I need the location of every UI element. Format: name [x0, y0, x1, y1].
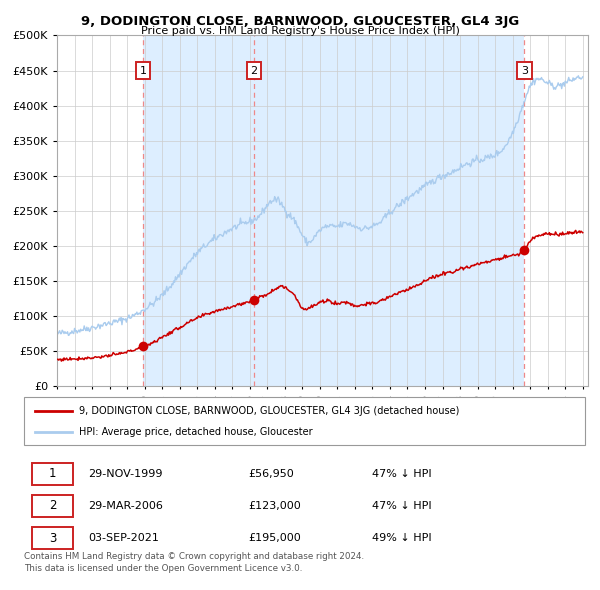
Text: 1: 1 — [140, 65, 146, 76]
FancyBboxPatch shape — [32, 494, 73, 517]
Bar — [254, 35, 524, 386]
Text: 1: 1 — [49, 467, 56, 480]
FancyBboxPatch shape — [24, 397, 585, 445]
Text: Price paid vs. HM Land Registry's House Price Index (HPI): Price paid vs. HM Land Registry's House … — [140, 26, 460, 36]
Text: Contains HM Land Registry data © Crown copyright and database right 2024.: Contains HM Land Registry data © Crown c… — [24, 552, 364, 561]
Text: 9, DODINGTON CLOSE, BARNWOOD, GLOUCESTER, GL4 3JG (detached house): 9, DODINGTON CLOSE, BARNWOOD, GLOUCESTER… — [79, 405, 460, 415]
Text: 2: 2 — [49, 499, 56, 512]
Text: 29-MAR-2006: 29-MAR-2006 — [89, 501, 163, 511]
Text: 3: 3 — [49, 532, 56, 545]
Text: 03-SEP-2021: 03-SEP-2021 — [89, 533, 160, 543]
Text: 3: 3 — [521, 65, 528, 76]
FancyBboxPatch shape — [32, 463, 73, 485]
Text: £56,950: £56,950 — [248, 469, 294, 478]
Bar — [143, 35, 254, 386]
Text: 47% ↓ HPI: 47% ↓ HPI — [372, 501, 431, 511]
Text: This data is licensed under the Open Government Licence v3.0.: This data is licensed under the Open Gov… — [24, 563, 302, 572]
Text: 29-NOV-1999: 29-NOV-1999 — [89, 469, 163, 478]
Text: 47% ↓ HPI: 47% ↓ HPI — [372, 469, 431, 478]
Text: 49% ↓ HPI: 49% ↓ HPI — [372, 533, 431, 543]
Text: £123,000: £123,000 — [248, 501, 301, 511]
Text: £195,000: £195,000 — [248, 533, 301, 543]
Text: 2: 2 — [250, 65, 257, 76]
Text: HPI: Average price, detached house, Gloucester: HPI: Average price, detached house, Glou… — [79, 427, 313, 437]
Text: 9, DODINGTON CLOSE, BARNWOOD, GLOUCESTER, GL4 3JG: 9, DODINGTON CLOSE, BARNWOOD, GLOUCESTER… — [81, 15, 519, 28]
FancyBboxPatch shape — [32, 527, 73, 549]
